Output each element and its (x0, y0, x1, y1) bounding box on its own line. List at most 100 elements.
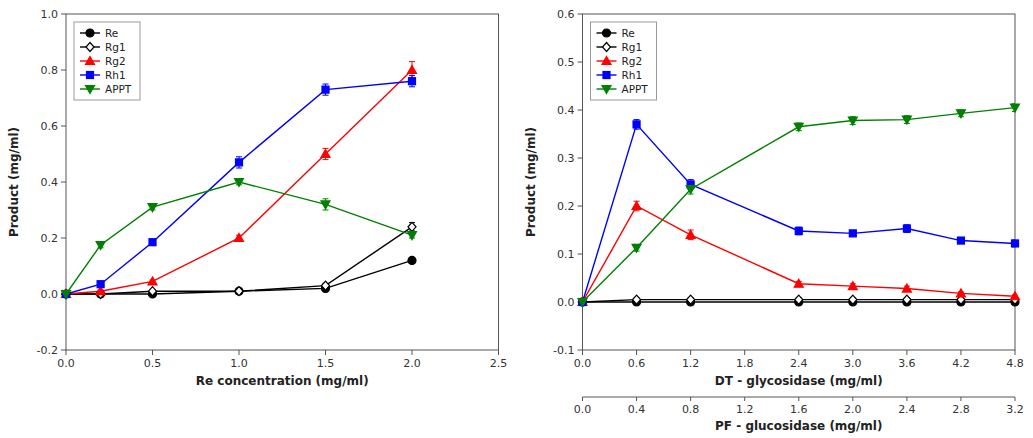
legend-marker (87, 72, 94, 79)
x2-tick-label: 1.6 (790, 403, 808, 416)
data-point (1012, 240, 1019, 247)
x-tick (239, 350, 240, 355)
y-tick (61, 126, 66, 127)
legend-label: Rg2 (622, 55, 643, 67)
series-line (583, 108, 1016, 302)
x-tick-label: 1.8 (736, 357, 754, 370)
y-tick (578, 14, 583, 15)
data-point (903, 225, 910, 232)
plot-frame (583, 14, 1016, 350)
x-tick-label: 4.8 (1006, 357, 1024, 370)
data-point (1011, 292, 1020, 300)
x2-tick (582, 397, 583, 401)
data-point (408, 232, 417, 240)
legend-marker (86, 86, 95, 94)
error-bar-cap (634, 119, 640, 120)
data-point (235, 179, 244, 187)
y-tick-label: 0.5 (557, 56, 575, 69)
y-tick (578, 206, 583, 207)
error-bar-cap (409, 86, 415, 87)
legend-label: Rg2 (105, 55, 126, 67)
data-point (63, 291, 70, 298)
x-tick-label: 4.2 (952, 357, 970, 370)
legend-marker (602, 57, 611, 65)
x2-tick-label: 3.2 (1006, 403, 1024, 416)
legend-marker (86, 43, 94, 52)
y-tick-label: -0.1 (553, 344, 574, 357)
data-point (321, 150, 330, 158)
x2-tick (1015, 397, 1016, 401)
data-point (321, 201, 330, 209)
legend-label: Rh1 (105, 69, 126, 81)
x2-tick (798, 397, 799, 401)
series-line (583, 124, 1016, 302)
data-point (903, 295, 911, 304)
x-tick (798, 350, 799, 355)
data-point (794, 279, 803, 287)
error-bar (904, 225, 910, 233)
x2-tick-label: 0.0 (574, 403, 592, 416)
error-bar (409, 223, 415, 231)
error-bar-cap (236, 156, 242, 157)
error-bar-cap (236, 168, 242, 169)
data-point (149, 239, 156, 246)
error-bar-cap (323, 198, 329, 199)
legend: ReRg1Rg2Rh1APPT (591, 22, 657, 100)
data-point (848, 282, 857, 290)
y-tick (61, 70, 66, 71)
x2-tick (960, 397, 961, 401)
data-point (633, 121, 640, 128)
data-point (848, 117, 857, 125)
data-point (235, 234, 244, 242)
chart-panel: -0.20.00.20.40.60.81.00.00.51.01.52.02.5… (7, 8, 507, 388)
x-tick-label: 2.5 (490, 357, 508, 370)
error-bar (409, 76, 415, 87)
y-tick (61, 238, 66, 239)
x2-tick-label: 2.0 (844, 403, 862, 416)
y-tick-label: 0.2 (557, 200, 575, 213)
x-tick-label: 0.0 (57, 357, 75, 370)
x-tick (412, 350, 413, 355)
y-axis-label: Product (mg/ml) (524, 127, 538, 237)
data-point (579, 298, 587, 307)
data-point (235, 287, 243, 296)
x-tick-label: 2.4 (790, 357, 808, 370)
x2-tick (690, 397, 691, 401)
data-point (956, 289, 965, 297)
x-tick (636, 350, 637, 355)
data-point (62, 290, 70, 298)
data-point (795, 295, 803, 304)
legend-label: Rg1 (622, 41, 643, 53)
y-tick-label: 0.6 (557, 8, 575, 21)
error-bar (323, 84, 329, 95)
error-bar (236, 157, 242, 168)
data-point (957, 237, 964, 244)
y-tick (578, 110, 583, 111)
x-tick (744, 350, 745, 355)
x-tick-label: 3.6 (898, 357, 916, 370)
y-tick-label: 0.4 (557, 104, 575, 117)
data-point (579, 299, 586, 306)
x-tick-label: 0.0 (574, 357, 592, 370)
x2-tick-label: 0.8 (682, 403, 700, 416)
legend-box (74, 22, 140, 100)
legend-marker (603, 72, 610, 79)
data-point (632, 202, 641, 210)
x2-tick (906, 397, 907, 401)
data-point (235, 287, 243, 295)
x-axis-label: DT - glycosidase (mg/ml) (715, 374, 883, 388)
x-tick-label: 1.2 (682, 357, 700, 370)
legend-marker (603, 29, 611, 37)
x2-tick-label: 1.2 (736, 403, 754, 416)
data-point (62, 290, 70, 299)
y-tick (578, 350, 583, 351)
y-tick-label: 0.4 (41, 176, 59, 189)
y-tick-label: 0.6 (41, 120, 59, 133)
data-point (236, 159, 243, 166)
markers (578, 104, 1020, 306)
y-tick-label: 0.3 (557, 152, 575, 165)
y-tick-label: 0.8 (41, 64, 59, 77)
y-tick-label: 0.0 (41, 288, 59, 301)
error-bar-cap (688, 239, 694, 240)
data-point (1011, 104, 1020, 112)
